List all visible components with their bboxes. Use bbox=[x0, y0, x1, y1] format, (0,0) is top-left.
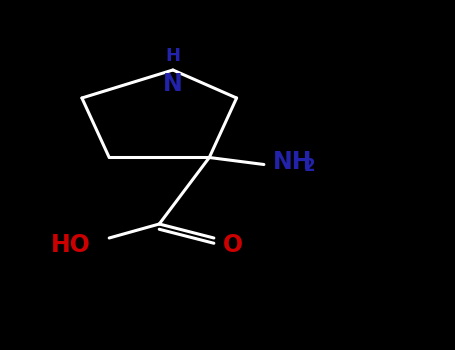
Text: HO: HO bbox=[51, 233, 91, 257]
Text: NH: NH bbox=[273, 150, 313, 174]
Text: N: N bbox=[163, 72, 183, 96]
Text: 2: 2 bbox=[304, 157, 316, 175]
Text: H: H bbox=[166, 47, 180, 65]
Text: O: O bbox=[223, 233, 243, 257]
